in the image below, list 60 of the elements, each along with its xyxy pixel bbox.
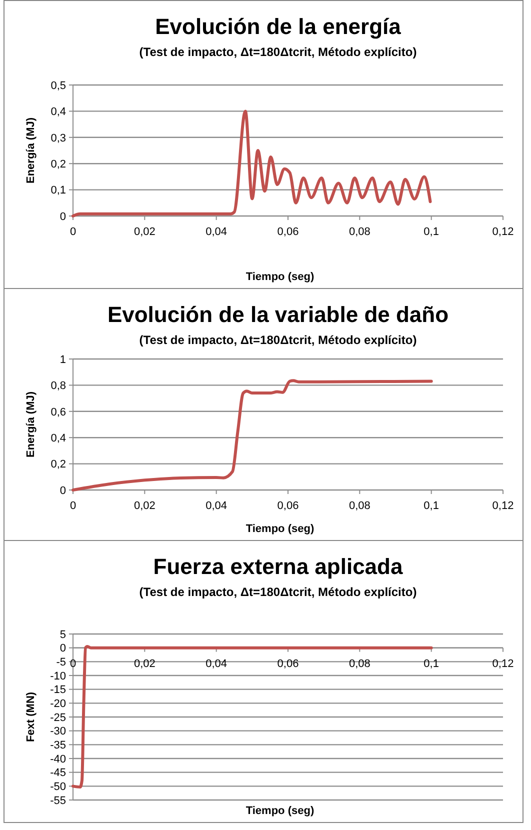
y-tick-label: 0,5 xyxy=(50,80,66,92)
y-tick-label: 0 xyxy=(60,484,66,497)
y-axis-title: Energía (MJ) xyxy=(25,391,37,458)
x-tick-label: 0,06 xyxy=(277,500,299,512)
x-tick-label: 0,12 xyxy=(492,500,514,512)
x-tick-label: 0,04 xyxy=(206,500,228,512)
y-tick-label: -50 xyxy=(50,781,66,794)
x-tick-label: 0,02 xyxy=(134,658,156,670)
y-tick-label: 0,6 xyxy=(50,406,66,418)
x-tick-label: 0,1 xyxy=(424,500,439,512)
chart-title: Evolución de la variable de daño xyxy=(107,302,449,327)
x-tick-label: 0 xyxy=(70,658,76,670)
x-tick-label: 0,06 xyxy=(277,226,299,238)
chart-subtitle: (Test de impacto, Δt=180Δtcrit, Método explícito) xyxy=(139,585,417,599)
chart-subtitle: (Test de impacto, Δt=180Δtcrit, Método explícito) xyxy=(139,45,417,59)
y-tick-label: 0,8 xyxy=(50,380,66,392)
y-tick-label: 0,4 xyxy=(50,432,66,444)
y-tick-label: -35 xyxy=(50,740,66,752)
y-axis-title: Energía (MJ) xyxy=(25,117,37,184)
y-tick-label: -15 xyxy=(50,684,66,696)
x-tick-label: 0,06 xyxy=(277,658,299,670)
line-series xyxy=(72,379,433,492)
x-tick-label: 0,02 xyxy=(134,500,156,512)
chart-title: Evolución de la energía xyxy=(155,14,402,39)
chart-title: Fuerza externa aplicada xyxy=(153,554,404,579)
y-tick-label: 0,2 xyxy=(50,458,66,471)
x-tick-label: 0,02 xyxy=(134,226,156,238)
y-tick-label: 0,3 xyxy=(50,132,66,144)
x-tick-label: 0 xyxy=(70,226,76,238)
y-tick-label: 0 xyxy=(60,642,66,655)
x-tick-label: 0,08 xyxy=(348,658,370,670)
y-tick-label: -30 xyxy=(50,726,66,738)
chart-subtitle: (Test de impacto, Δt=180Δtcrit, Método explícito) xyxy=(139,333,417,347)
x-axis-title: Tiempo (seg) xyxy=(246,271,314,283)
y-tick-label: 0,1 xyxy=(50,184,66,197)
y-tick-label: 0,2 xyxy=(50,158,66,170)
x-axis-title: Tiempo (seg) xyxy=(246,523,314,535)
y-tick-label: -45 xyxy=(50,767,66,780)
x-tick-label: 0,04 xyxy=(206,658,228,670)
y-tick-label: 5 xyxy=(60,628,66,641)
y-tick-label: -5 xyxy=(56,656,66,669)
line-series xyxy=(72,110,432,218)
x-tick-label: 0,12 xyxy=(492,226,514,238)
y-tick-label: 0,4 xyxy=(50,106,66,118)
x-tick-label: 0 xyxy=(70,500,76,512)
y-tick-label: -25 xyxy=(50,712,66,724)
x-tick-label: 0,12 xyxy=(492,658,514,670)
y-tick-label: -10 xyxy=(50,670,66,682)
y-axis-title: Fext (MN) xyxy=(25,692,37,742)
y-tick-label: -55 xyxy=(50,794,66,807)
x-tick-label: 0,1 xyxy=(424,226,439,238)
x-tick-label: 0,08 xyxy=(348,226,370,238)
x-tick-label: 0,1 xyxy=(424,658,439,670)
x-tick-label: 0,04 xyxy=(206,226,228,238)
y-tick-label: -40 xyxy=(50,753,66,766)
y-tick-label: -20 xyxy=(50,698,66,710)
y-tick-label: 0 xyxy=(60,210,66,223)
y-tick-label: 1 xyxy=(60,354,66,366)
x-tick-label: 0,08 xyxy=(348,500,370,512)
x-axis-title: Tiempo (seg) xyxy=(246,805,314,817)
